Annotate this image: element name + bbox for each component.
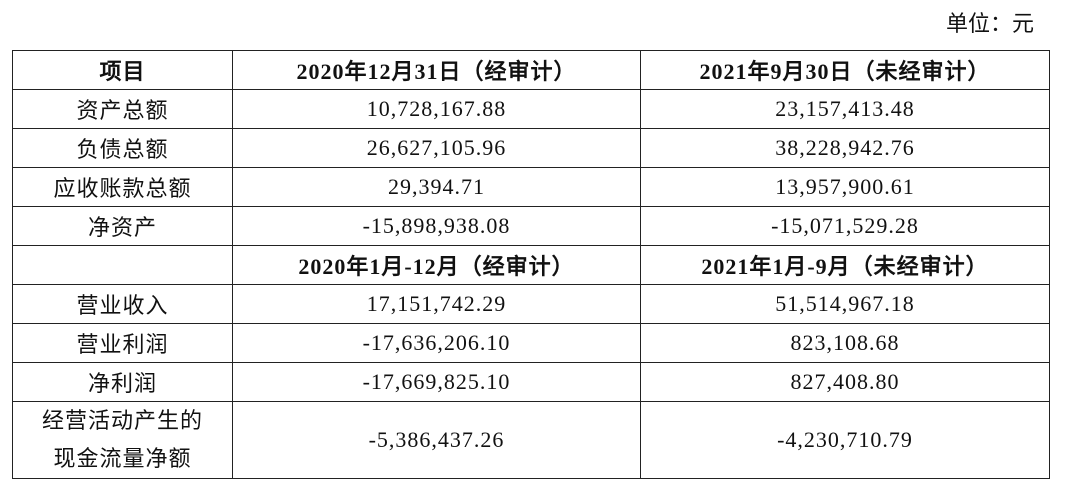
cell: 38,228,942.76 (640, 128, 1050, 168)
cell: -15,071,529.28 (640, 206, 1050, 246)
cell: 应收账款总额 (12, 167, 233, 207)
cell: 净利润 (12, 362, 233, 402)
header-cell: 2021年9月30日（未经审计） (640, 50, 1050, 90)
cell: 29,394.71 (232, 167, 641, 207)
cell: -17,636,206.10 (232, 323, 641, 363)
cell: 26,627,105.96 (232, 128, 641, 168)
data-row: 营业收入 17,151,742.29 51,514,967.18 (12, 284, 1050, 324)
cell: -5,386,437.26 (232, 401, 641, 479)
header-cell: 2021年1月-9月（未经审计） (640, 245, 1050, 285)
cell: 负债总额 (12, 128, 233, 168)
data-row: 净利润 -17,669,825.10 827,408.80 (12, 362, 1050, 402)
header-row: 项目 2020年12月31日（经审计） 2021年9月30日（未经审计） (12, 50, 1050, 90)
cell: 823,108.68 (640, 323, 1050, 363)
unit-label: 单位：元 (945, 11, 1034, 36)
data-row: 营业利润 -17,636,206.10 823,108.68 (12, 323, 1050, 363)
subheader-row: 2020年1月-12月（经审计） 2021年1月-9月（未经审计） (12, 245, 1050, 285)
cell: 10,728,167.88 (232, 89, 641, 129)
cell: 13,957,900.61 (640, 167, 1050, 207)
header-cell: 2020年1月-12月（经审计） (232, 245, 641, 285)
header-cell: 2020年12月31日（经审计） (232, 50, 641, 90)
data-row: 应收账款总额 29,394.71 13,957,900.61 (12, 167, 1050, 207)
cell: 51,514,967.18 (640, 284, 1050, 324)
cell-text: 经营活动产生的现金流量净额 (41, 408, 203, 471)
data-row: 负债总额 26,627,105.96 38,228,942.76 (12, 128, 1050, 168)
cell: 营业利润 (12, 323, 233, 363)
cell: 资产总额 (12, 89, 233, 129)
cell: 17,151,742.29 (232, 284, 641, 324)
cell: -17,669,825.10 (232, 362, 641, 402)
cell: 827,408.80 (640, 362, 1050, 402)
cell: -15,898,938.08 (232, 206, 641, 246)
cell: 营业收入 (12, 284, 233, 324)
cell: 净资产 (12, 206, 233, 246)
data-row: 资产总额 10,728,167.88 23,157,413.48 (12, 89, 1050, 129)
data-row: 净资产 -15,898,938.08 -15,071,529.28 (12, 206, 1050, 246)
financial-table: 项目 2020年12月31日（经审计） 2021年9月30日（未经审计） 资产总额 10… (12, 50, 1050, 479)
data-row: 经营活动产生的现金流量净额 -5,386,437.26 -4,230,710.79 (12, 401, 1050, 479)
cell: -4,230,710.79 (640, 401, 1050, 479)
cell: 23,157,413.48 (640, 89, 1050, 129)
header-cell (12, 245, 233, 285)
header-cell: 项目 (12, 50, 233, 90)
cell: 经营活动产生的现金流量净额 (12, 401, 233, 479)
